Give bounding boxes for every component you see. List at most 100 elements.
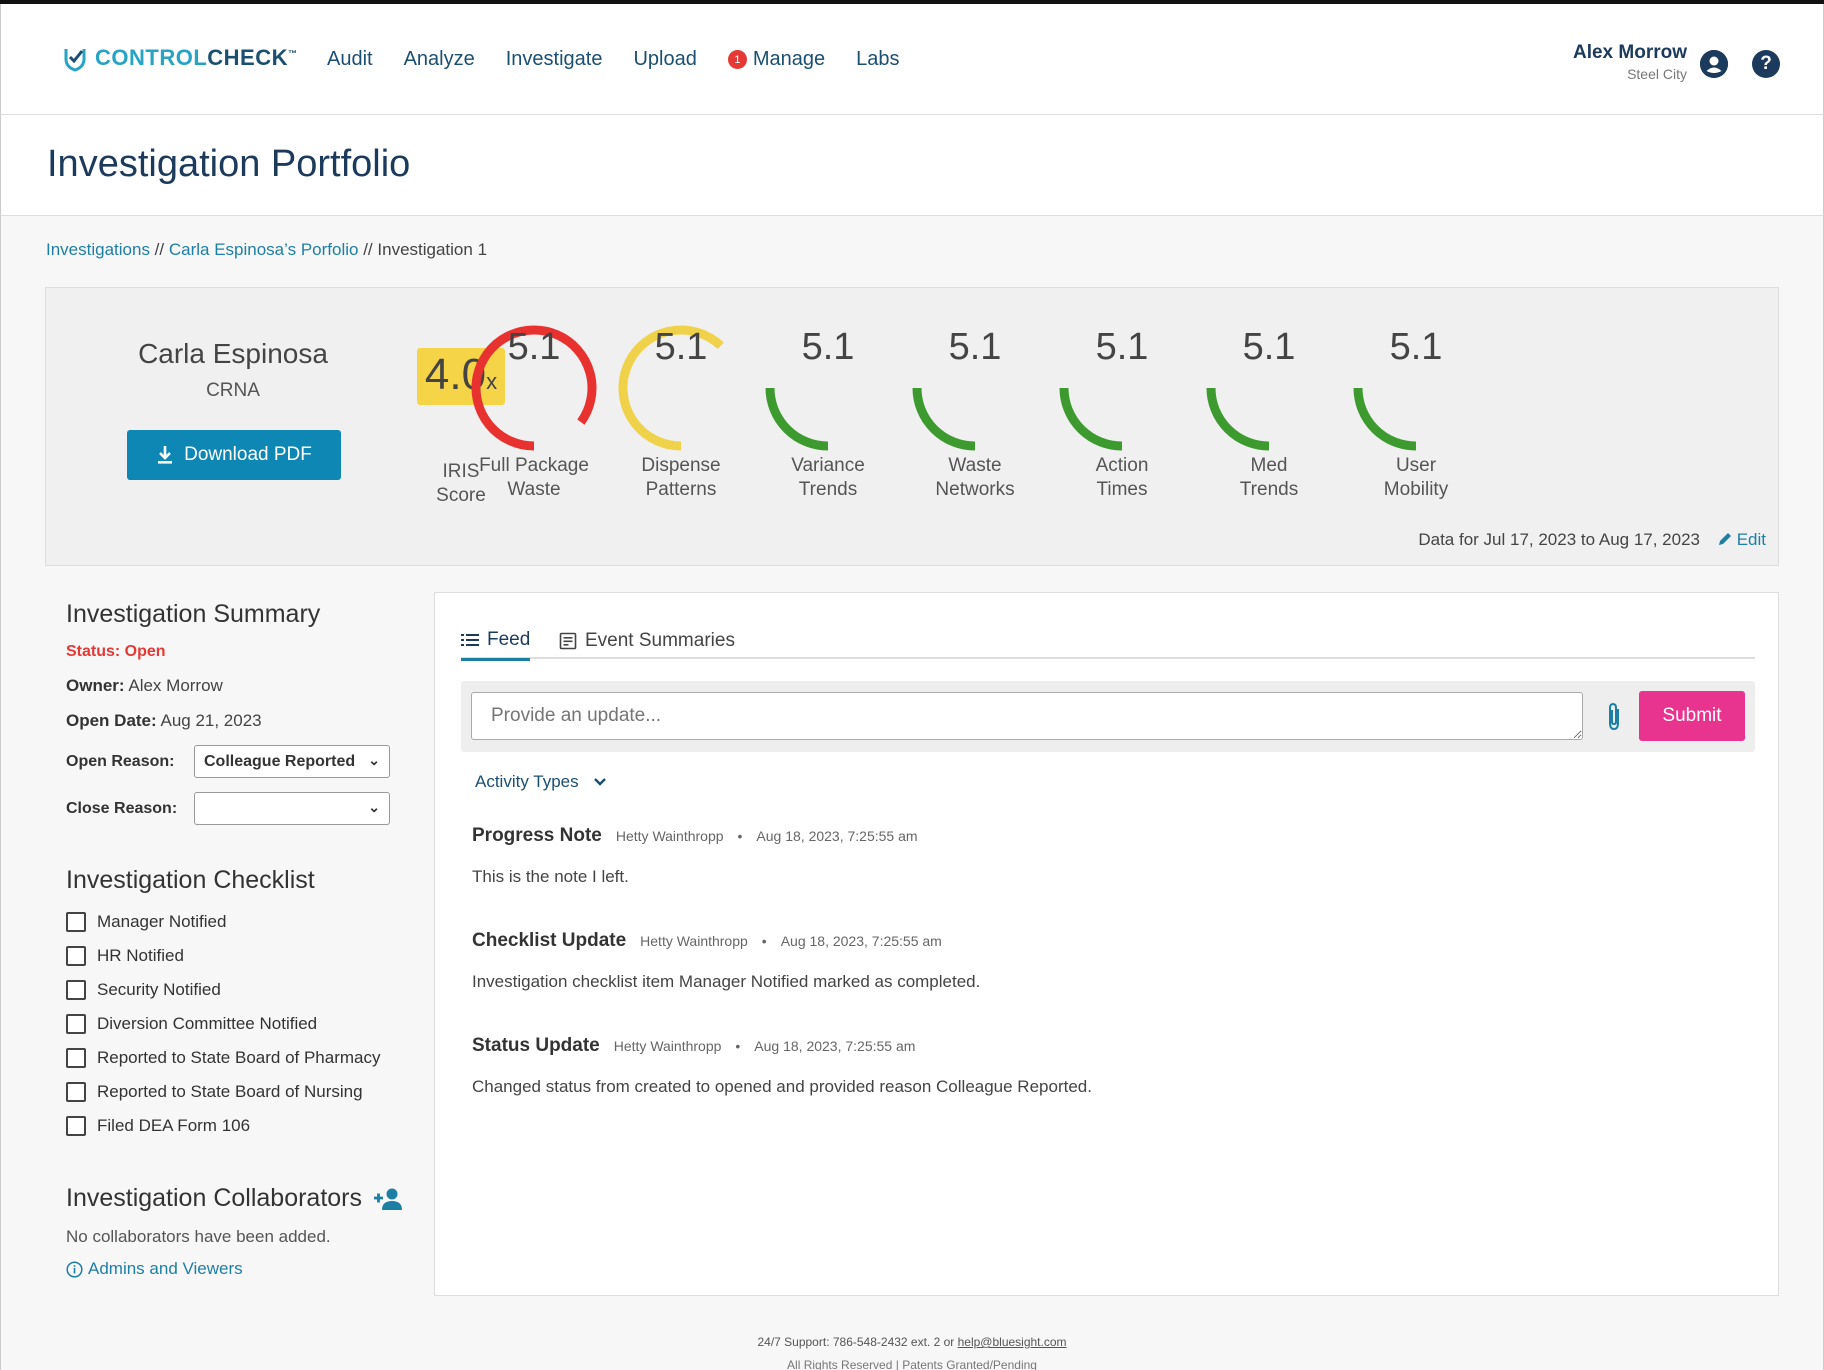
summary-heading: Investigation Summary — [66, 600, 321, 628]
logo-text: CONTROLCHECK™ — [95, 45, 298, 70]
open-reason-row: Open Reason: Colleague Reported ⌄ — [66, 745, 426, 778]
user-menu[interactable]: Alex Morrow Steel City — [1573, 42, 1687, 82]
iris-score-label: IRIS Score — [436, 461, 486, 506]
summary-icon — [559, 632, 577, 649]
help-icon[interactable]: ? — [1752, 50, 1780, 78]
breadcrumb-portfolio[interactable]: Carla Espinosa’s Porfolio — [168, 240, 359, 259]
user-location: Steel City — [1627, 66, 1687, 82]
checklist-item[interactable]: Manager Notified — [66, 905, 426, 939]
breadcrumb: Investigations // Carla Espinosa’s Porfo… — [46, 240, 488, 259]
nav-analyze[interactable]: Analyze — [403, 48, 475, 70]
checklist-item[interactable]: HR Notified — [66, 939, 426, 973]
metric-value: 5.1 — [801, 326, 855, 368]
feed-entry: Checklist Update Hetty Wainthropp • Aug 18,… — [472, 930, 1722, 992]
checkbox[interactable] — [66, 912, 86, 932]
checklist-item[interactable]: Reported to State Board of Nursing — [66, 1075, 426, 1109]
checkbox[interactable] — [66, 1082, 86, 1102]
open-date-field: Open Date: Aug 21, 2023 — [66, 711, 262, 730]
metric-gauge — [912, 387, 976, 451]
footer: 24/7 Support: 786-548-2432 ext. 2 or hel… — [0, 1335, 1824, 1370]
checklist-item[interactable]: Filed DEA Form 106 — [66, 1109, 426, 1143]
admins-viewers-link[interactable]: Admins and Viewers — [66, 1259, 426, 1279]
logo[interactable]: CONTROLCHECK™ — [61, 44, 298, 72]
owner-field: Owner: Alex Morrow — [66, 676, 223, 695]
entry-time: Aug 18, 2023, 7:25:55 am — [754, 1038, 916, 1054]
metric-gauge — [1206, 387, 1270, 451]
investigation-summary: Investigation Summary Status: Open Owner… — [66, 600, 426, 825]
left-border — [0, 216, 1, 1370]
metric-label: Waste Networks — [935, 455, 1015, 500]
chevron-down-icon — [593, 778, 606, 786]
metric-gauge — [1059, 387, 1123, 451]
checklist-item[interactable]: Security Notified — [66, 973, 426, 1007]
checkbox[interactable] — [66, 980, 86, 1000]
collaborators-heading: Investigation Collaborators — [66, 1184, 426, 1213]
nav-labs[interactable]: Labs — [856, 48, 900, 70]
checkbox[interactable] — [66, 946, 86, 966]
metric-label: Med Trends — [1239, 455, 1299, 500]
checkbox[interactable] — [66, 1048, 86, 1068]
entry-time: Aug 18, 2023, 7:25:55 am — [780, 933, 942, 949]
title-bar: Investigation Portfolio — [0, 115, 1824, 216]
investigation-checklist: Investigation Checklist Manager Notified… — [66, 866, 426, 1143]
nav-audit[interactable]: Audit — [327, 48, 373, 70]
checkbox[interactable] — [66, 1014, 86, 1034]
entry-body: This is the note I left. — [472, 867, 629, 886]
download-pdf-button[interactable]: Download PDF — [127, 430, 341, 480]
submit-button[interactable]: Submit — [1639, 691, 1745, 741]
main-nav: Audit Analyze Investigate Upload 1 Manage… — [327, 48, 900, 71]
metric-label: Dispense Patterns — [641, 455, 721, 500]
nav-manage[interactable]: 1 Manage — [727, 48, 825, 71]
checklist-heading: Investigation Checklist — [66, 866, 315, 894]
breadcrumb-investigations[interactable]: Investigations — [46, 240, 150, 259]
entry-dot: • — [761, 933, 767, 949]
metric-value: 5.1 — [1242, 326, 1296, 368]
metric-label: Action Times — [1095, 455, 1149, 500]
metric-gauge — [471, 325, 597, 451]
info-icon — [66, 1260, 83, 1278]
checklist-item[interactable]: Diversion Committee Notified — [66, 1007, 426, 1041]
feed-entry: Status Update Hetty Wainthropp • Aug 18, 20… — [472, 1035, 1722, 1097]
breadcrumb-current: Investigation 1 — [377, 240, 488, 259]
checklist-item[interactable]: Reported to State Board of Pharmacy — [66, 1041, 426, 1075]
metric-value: 5.1 — [1389, 326, 1443, 368]
subject-role: CRNA — [206, 380, 260, 401]
data-range: Data for Jul 17, 2023 to Aug 17, 2023 — [1418, 530, 1700, 549]
metric-label: Full Package Waste — [479, 455, 589, 500]
metric-value: 5.1 — [507, 326, 561, 368]
shield-check-icon — [64, 49, 86, 72]
metric-gauge — [618, 325, 724, 451]
metric-value: 5.1 — [948, 326, 1002, 368]
gauge-arc — [471, 325, 597, 451]
close-reason-select[interactable]: ⌄ — [194, 792, 390, 825]
user-name: Alex Morrow — [1572, 42, 1687, 63]
navbar: CONTROLCHECK™ Audit Analyze Investigate … — [0, 4, 1824, 115]
edit-range-link[interactable]: Edit — [1718, 530, 1766, 550]
metric-label: User Mobility — [1383, 455, 1449, 500]
nav-upload[interactable]: Upload — [633, 48, 697, 70]
page-title: Investigation Portfolio — [47, 143, 411, 185]
entry-title: Checklist Update — [472, 930, 627, 951]
activity-types-dropdown[interactable]: Activity Types — [475, 772, 607, 792]
user-account-icon[interactable] — [1700, 50, 1728, 78]
close-reason-row: Close Reason: ⌄ — [66, 792, 426, 825]
add-user-icon[interactable] — [372, 1186, 404, 1212]
gauge-arc — [1353, 387, 1417, 451]
iris-score-badge: 4.0 x — [417, 348, 505, 405]
entry-title: Status Update — [472, 1035, 600, 1056]
entry-title: Progress Note — [472, 825, 602, 846]
update-input[interactable] — [471, 692, 1583, 740]
entry-dot: • — [735, 1038, 741, 1054]
nav-investigate[interactable]: Investigate — [505, 48, 603, 70]
support-email-link[interactable]: help@bluesight.com — [957, 1335, 1067, 1349]
download-icon — [158, 446, 173, 464]
paperclip-icon[interactable] — [1603, 701, 1625, 733]
footer-rights: All Rights Reserved | Patents Granted/Pe… — [787, 1358, 1037, 1370]
tab-feed[interactable]: Feed — [461, 622, 531, 661]
open-reason-select[interactable]: Colleague Reported ⌄ — [194, 745, 390, 778]
checkbox[interactable] — [66, 1116, 86, 1136]
metric-value: 5.1 — [654, 326, 708, 368]
notification-badge: 1 — [727, 50, 747, 69]
entry-body: Changed status from created to opened an… — [472, 1077, 1092, 1096]
tab-event-summaries[interactable]: Event Summaries — [559, 622, 735, 659]
